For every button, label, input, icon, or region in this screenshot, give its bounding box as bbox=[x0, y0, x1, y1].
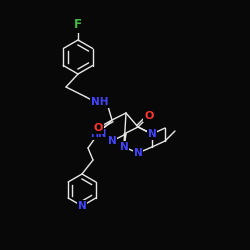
Text: N: N bbox=[120, 142, 128, 152]
Text: O: O bbox=[93, 123, 103, 133]
Text: O: O bbox=[144, 111, 154, 121]
Text: HN: HN bbox=[90, 129, 106, 139]
Text: N: N bbox=[134, 148, 142, 158]
Text: N: N bbox=[78, 201, 86, 211]
Text: NH: NH bbox=[91, 97, 109, 107]
Text: N: N bbox=[108, 136, 116, 146]
Text: N: N bbox=[148, 129, 156, 139]
Text: F: F bbox=[74, 18, 82, 32]
